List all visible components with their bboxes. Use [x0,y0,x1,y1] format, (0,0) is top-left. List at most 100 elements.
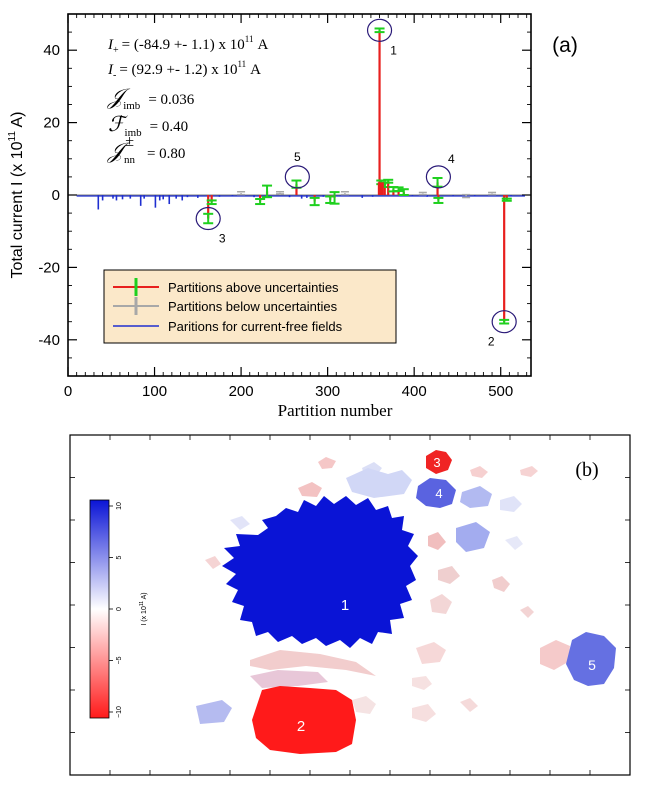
statistics-annotations: I+ = (-84.9 +- 1.1) x 1011 A I- = (92.9 +- … [107,34,268,166]
x-axis-label: Partition number [278,401,393,420]
partition-2-region [252,686,356,754]
partition-4-label: 4 [435,486,442,501]
faint-patch [505,536,523,550]
colorbar-tick-label: 10 [116,502,123,510]
faint-patch [428,532,446,550]
partition-3-region [426,450,452,474]
annotation-i-minus-symbol: I [107,62,114,78]
colorbar-label: I (x 1011 A) [139,592,148,625]
legend-label-above: Partitions above uncertainties [168,280,339,295]
colorbar-tick-label: −10 [116,706,123,718]
annotation-i-minus: I- = (92.9 +- 1.2) x 1011 A [107,59,261,81]
faint-patch [352,696,376,714]
annotation-i-minus-exp: 11 [238,59,247,69]
axis-ticks [67,13,531,377]
map-frame-ticks [70,435,630,775]
circled-partition-label-5: 5 [294,150,301,164]
colorbar-label-main: I (x 10 [141,606,148,626]
faint-partitions [196,457,570,724]
partition-4-region [416,478,456,508]
faint-patch [318,457,336,469]
y-tick-label: -20 [38,259,60,276]
panel-a-label: (a) [552,34,578,57]
colorbar: 10 5 0 −5 −10 I (x 1011 A) [89,499,148,719]
colorbar-tick-label: 5 [116,555,123,559]
colorbar-label-exp: 11 [139,601,145,606]
partition-1-region [222,496,418,648]
faint-patch [346,468,412,498]
y-axis-label: Total current I (x 1011 A) [7,112,26,279]
faint-patch [540,640,570,670]
faint-patch [460,698,478,712]
panel-a-chart: 0 100 200 300 400 500 -40 -20 0 20 40 1 2 3 4 5 Partit… [7,13,578,420]
x-tick-label: 400 [402,383,427,400]
faint-patch [500,496,522,512]
annotation-i-plus-unit: A [257,37,268,53]
annotation-j-imb-value: = 0.036 [148,92,194,108]
circled-partition-1 [366,18,393,42]
partition-1-base-block [377,182,384,195]
annotation-j-nn-sub: nn [124,154,136,166]
faint-patch [430,594,452,614]
annotation-i-minus-sub: - [113,70,116,81]
colorbar-tick-label: 0 [116,607,123,611]
x-tick-label: 0 [64,383,72,400]
y-tick-label: 40 [43,42,60,59]
annotation-i-plus-symbol: I [107,37,114,53]
legend: Partitions above uncertainties Partition… [103,269,397,344]
annotation-j-nn-value: = 0.80 [147,146,185,162]
annotation-j-nn: 𝒥 ± nn = 0.80 [107,133,185,166]
faint-patch [460,486,492,508]
y-tick-label: -40 [38,332,60,349]
y-tick-label: 20 [43,115,60,132]
x-tick-label: 300 [315,383,340,400]
faint-patch [230,516,250,530]
panel-b-current-map: 1 2 3 4 5 (b) 10 5 0 −5 −10 I (x 1011 A) [69,434,631,776]
circled-partition-label-2: 2 [488,335,495,349]
circled-partition-label-1: 1 [390,43,397,57]
x-tick-label: 500 [488,383,513,400]
annotation-i-minus-value: = (92.9 +- 1.2) x 10 [119,62,237,78]
faint-patch [492,576,510,592]
circled-partition-3 [195,206,221,231]
partition-5-label: 5 [588,657,596,673]
annotation-i-plus-value: = (-84.9 +- 1.1) x 10 [122,37,245,53]
y-axis-label-exp: 11 [7,131,18,142]
annotation-j-imb: 𝒥imb = 0.036 [107,84,195,112]
circled-partition-2 [491,310,517,334]
partition-1-label: 1 [341,597,349,614]
faint-patch [470,466,488,478]
colorbar-gradient [89,499,110,719]
y-axis-label-unit: A) [9,112,26,132]
annotation-f-imb-symbol: ℱ [108,112,128,136]
partition-2-label: 2 [297,718,305,735]
faint-patch [412,704,436,722]
colorbar-tick-label: −5 [116,656,123,664]
faint-patch [196,700,232,724]
tick-labels: 0 100 200 300 400 500 -40 -20 0 20 40 [38,42,513,400]
annotation-i-plus-exp: 11 [245,34,254,44]
annotation-i-plus: I+ = (-84.9 +- 1.1) x 1011 A [107,34,268,56]
faint-patch [520,606,534,618]
annotation-j-imb-sub: imb [123,100,141,112]
faint-patch [298,482,322,497]
partition-5-region [566,632,616,686]
y-tick-label: 0 [52,187,60,204]
faint-patch [250,670,328,688]
circled-partition-4 [425,165,451,189]
annotation-f-imb: ℱimb = 0.40 [108,112,188,139]
annotation-i-minus-unit: A [250,62,261,78]
annotation-f-imb-sub: imb [125,127,143,139]
annotation-j-nn-sup: ± [125,133,134,150]
faint-patch [250,650,376,676]
colorbar-ticks: 10 5 0 −5 −10 [109,502,123,718]
faint-patch [416,642,446,664]
legend-label-current-free: Paritions for current-free fields [168,319,343,334]
y-axis-label-main: Total current I (x 10 [9,141,26,278]
circled-partition-label-3: 3 [219,232,226,246]
annotation-i-plus-sub: + [113,45,119,56]
x-tick-label: 200 [229,383,254,400]
circled-partition-label-4: 4 [448,152,455,166]
x-tick-label: 100 [142,383,167,400]
